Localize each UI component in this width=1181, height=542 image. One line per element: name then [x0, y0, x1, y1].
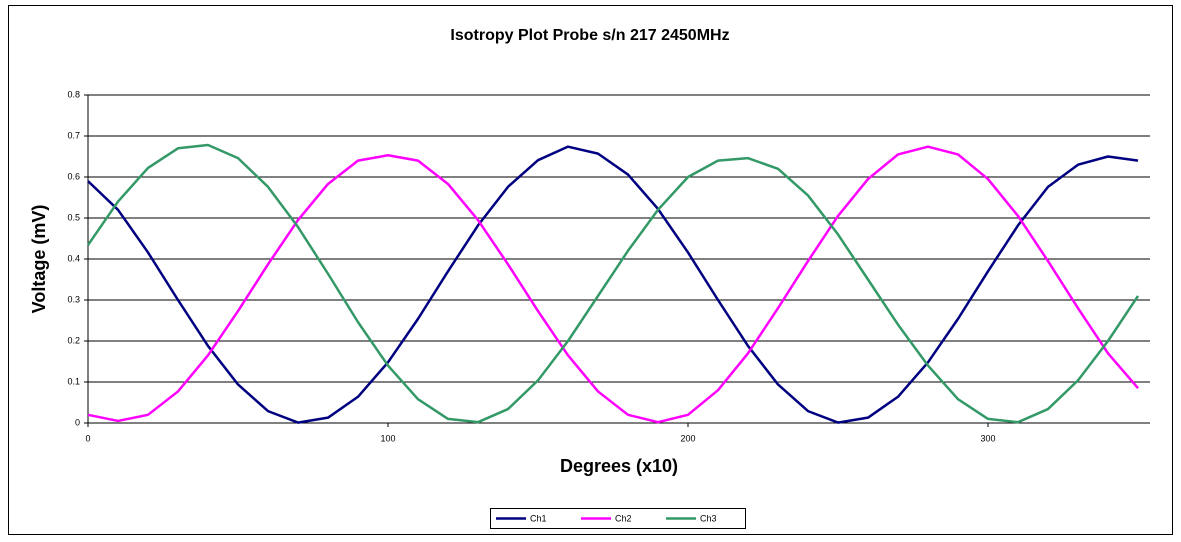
series-line — [87, 145, 1139, 424]
y-tick-label: 0.1 — [67, 376, 80, 386]
y-tick-label: 0.4 — [67, 253, 80, 263]
x-tick-label: 0 — [85, 433, 90, 443]
y-tick-label: 0 — [75, 417, 80, 427]
y-tick-label: 0.3 — [67, 294, 80, 304]
x-tick-label: 100 — [380, 433, 395, 443]
legend-label: Ch2 — [615, 513, 632, 523]
y-tick-label: 0.7 — [67, 130, 80, 140]
y-tick-label: 0.6 — [67, 171, 80, 181]
y-tick-label: 0.8 — [67, 89, 80, 99]
legend-box — [490, 508, 746, 529]
y-tick-label: 0.2 — [67, 335, 80, 345]
series-line — [86, 143, 1140, 424]
y-axis-label: Voltage (mV) — [29, 205, 49, 314]
y-tick-label: 0.5 — [67, 212, 80, 222]
x-axis-label: Degrees (x10) — [560, 456, 678, 476]
x-tick-label: 300 — [980, 433, 995, 443]
x-tick-label: 200 — [680, 433, 695, 443]
legend-label: Ch3 — [700, 513, 717, 523]
legend-label: Ch1 — [530, 513, 547, 523]
chart-title: Isotropy Plot Probe s/n 217 2450MHz — [450, 27, 729, 44]
chart-border — [8, 5, 1173, 535]
series-line — [87, 145, 1139, 424]
